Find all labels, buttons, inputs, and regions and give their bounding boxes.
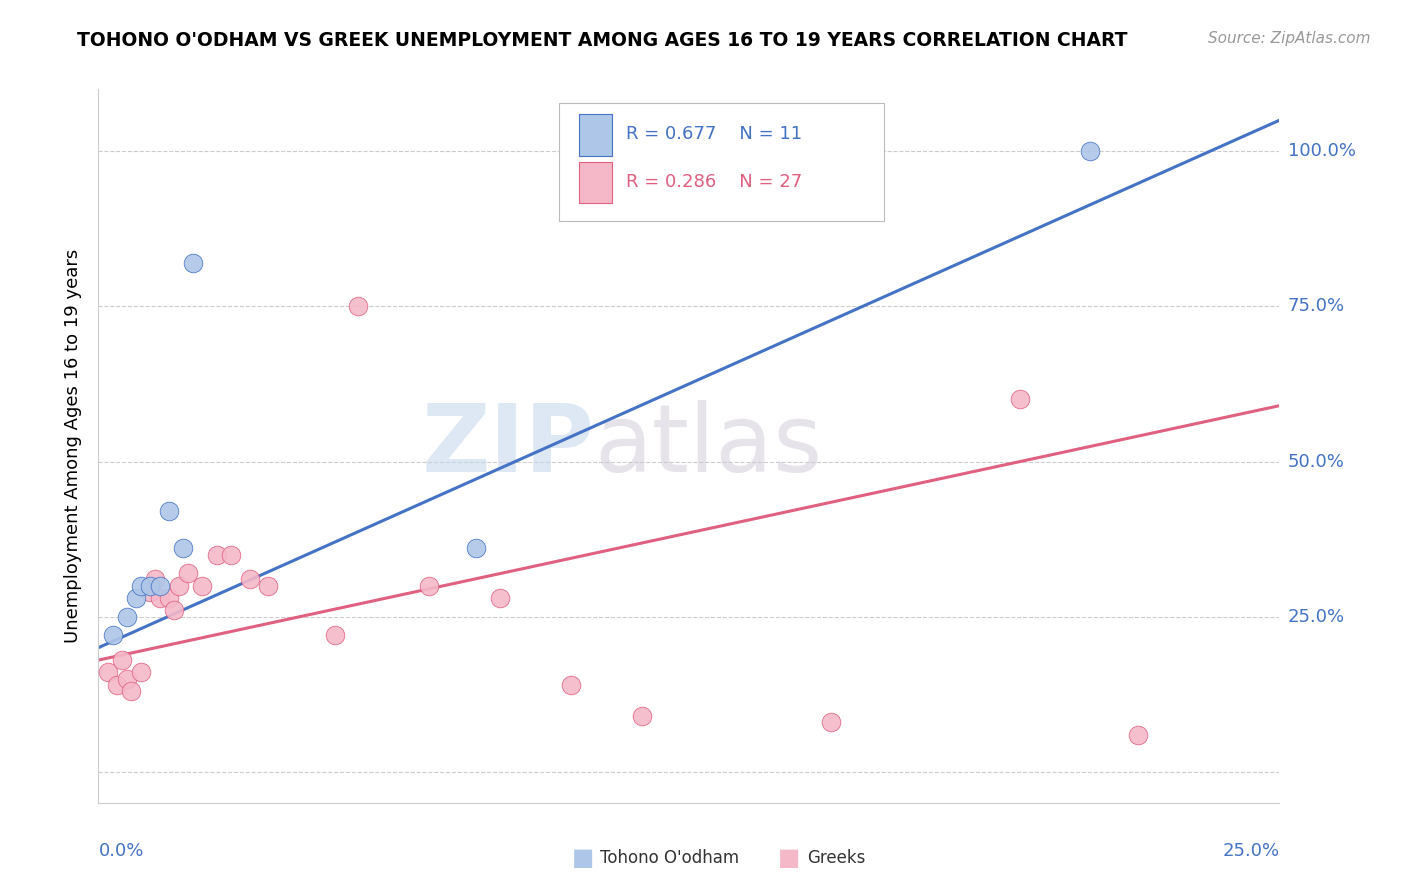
Point	[167, 579, 190, 593]
Text: Source: ZipAtlas.com: Source: ZipAtlas.com	[1208, 31, 1371, 46]
FancyBboxPatch shape	[560, 103, 884, 221]
Point	[191, 579, 214, 593]
Point	[1126, 727, 1149, 741]
Text: Greeks: Greeks	[807, 849, 866, 867]
Point	[239, 573, 262, 587]
Text: TOHONO O'ODHAM VS GREEK UNEMPLOYMENT AMONG AGES 16 TO 19 YEARS CORRELATION CHART: TOHONO O'ODHAM VS GREEK UNEMPLOYMENT AMO…	[77, 31, 1128, 50]
Text: 50.0%: 50.0%	[1288, 452, 1344, 470]
Point	[560, 678, 582, 692]
Point	[205, 548, 228, 562]
Point	[465, 541, 488, 556]
Point	[97, 665, 120, 680]
Point	[121, 684, 143, 698]
Point	[177, 566, 200, 581]
Point	[163, 603, 186, 617]
Point	[149, 591, 172, 605]
Point	[149, 579, 172, 593]
Point	[418, 579, 440, 593]
FancyBboxPatch shape	[579, 162, 612, 203]
Point	[323, 628, 346, 642]
Point	[157, 504, 180, 518]
Point	[820, 715, 842, 730]
Point	[115, 609, 138, 624]
Point	[105, 678, 128, 692]
Point	[1008, 392, 1031, 407]
Point	[111, 653, 134, 667]
Point	[157, 591, 180, 605]
Text: R = 0.677    N = 11: R = 0.677 N = 11	[626, 125, 803, 143]
Point	[257, 579, 280, 593]
Text: ■: ■	[778, 847, 800, 871]
Point	[115, 672, 138, 686]
Point	[181, 256, 204, 270]
Point	[489, 591, 512, 605]
Point	[139, 579, 162, 593]
Y-axis label: Unemployment Among Ages 16 to 19 years: Unemployment Among Ages 16 to 19 years	[65, 249, 83, 643]
Point	[219, 548, 242, 562]
Text: Tohono O'odham: Tohono O'odham	[600, 849, 740, 867]
Point	[139, 584, 162, 599]
Point	[143, 573, 166, 587]
Point	[1080, 145, 1102, 159]
Text: ZIP: ZIP	[422, 400, 595, 492]
Point	[125, 591, 148, 605]
Point	[101, 628, 124, 642]
Text: ■: ■	[571, 847, 593, 871]
Point	[347, 299, 370, 313]
Point	[129, 579, 152, 593]
Text: 25.0%: 25.0%	[1288, 607, 1346, 625]
Text: atlas: atlas	[595, 400, 823, 492]
Text: 25.0%: 25.0%	[1222, 842, 1279, 860]
Text: 75.0%: 75.0%	[1288, 297, 1346, 316]
Point	[129, 665, 152, 680]
FancyBboxPatch shape	[579, 114, 612, 155]
Point	[172, 541, 194, 556]
Point	[630, 709, 652, 723]
Text: 100.0%: 100.0%	[1288, 142, 1355, 161]
Text: 0.0%: 0.0%	[98, 842, 143, 860]
Text: R = 0.286    N = 27: R = 0.286 N = 27	[626, 173, 803, 191]
